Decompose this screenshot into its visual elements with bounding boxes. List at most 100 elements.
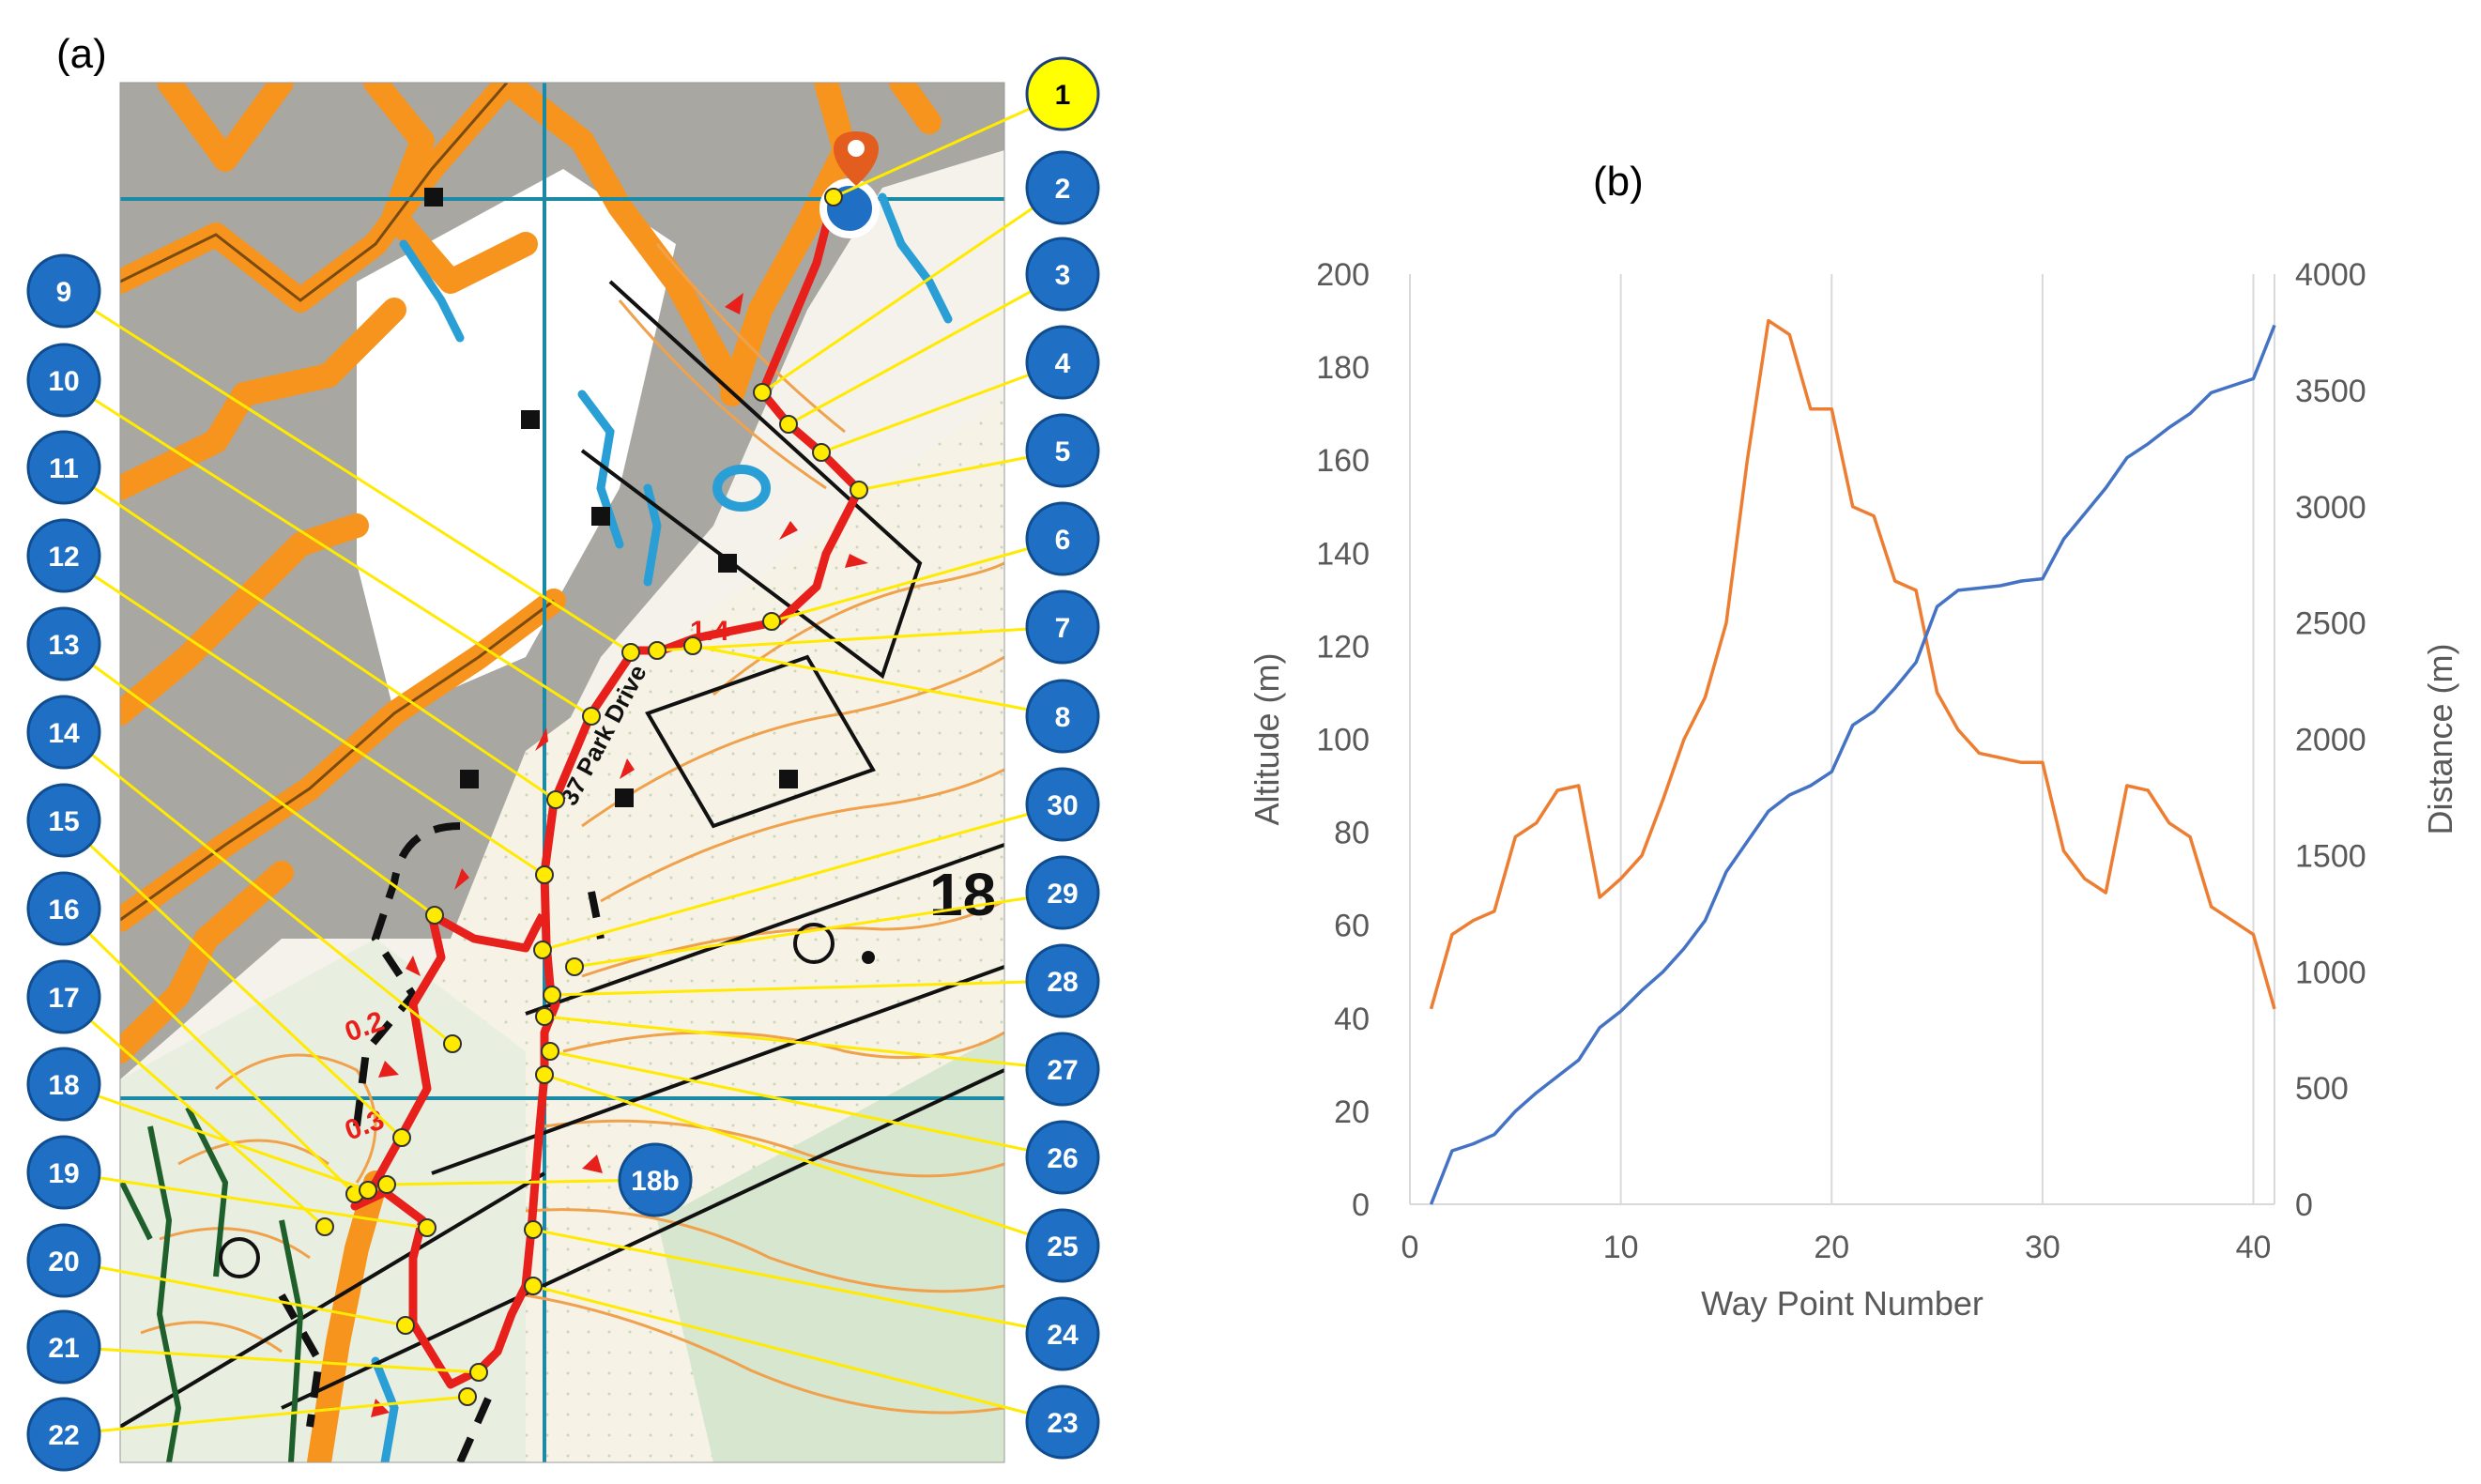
y-tick-label: 160 xyxy=(1316,443,1370,479)
waypoint-8: 8 xyxy=(683,636,1100,754)
waypoint-29: 29 xyxy=(565,855,1100,976)
waypoint-badge xyxy=(26,1135,101,1210)
waypoint-9: 9 xyxy=(26,253,640,662)
waypoint-badge xyxy=(1025,855,1100,930)
y2-tick-label: 500 xyxy=(2295,1071,2349,1107)
waypoint-number: 17 xyxy=(48,983,79,1014)
waypoint-badge xyxy=(1025,679,1100,754)
y-axis-title: Altitude (m) xyxy=(1248,652,1286,825)
waypoint-17: 17 xyxy=(26,959,334,1236)
y-tick-label: 20 xyxy=(1334,1094,1370,1130)
waypoint-number: 6 xyxy=(1055,525,1071,556)
waypoint-number: 18 xyxy=(48,1070,79,1101)
waypoint-number: 5 xyxy=(1055,436,1071,467)
waypoint-number: 1 xyxy=(1055,80,1071,111)
waypoint-marker xyxy=(546,790,565,809)
waypoint-badge xyxy=(1025,589,1100,665)
route-line xyxy=(350,195,864,1389)
waypoint-marker xyxy=(535,1065,554,1084)
orienteering-map: 18 1.4 0.2 0.3 37 Park Drive xyxy=(120,83,1004,1462)
y-tick-label: 120 xyxy=(1316,629,1370,665)
y2-axis-title: Distance (m) xyxy=(2421,643,2459,834)
map-pin-icon xyxy=(834,131,879,186)
waypoint-marker xyxy=(824,188,843,207)
y2-tick-label: 3000 xyxy=(2295,490,2366,526)
x-tick-label: 0 xyxy=(1401,1230,1419,1265)
waypoint-12: 12 xyxy=(26,518,554,884)
waypoint-marker xyxy=(396,1316,415,1335)
waypoint-marker xyxy=(535,865,554,884)
waypoint-16: 16 xyxy=(26,871,364,1203)
waypoint-marker xyxy=(582,707,601,726)
waypoint-marker xyxy=(683,636,702,655)
waypoint-number: 28 xyxy=(1047,967,1078,998)
waypoint-number: 25 xyxy=(1047,1232,1078,1262)
waypoint-badge xyxy=(1025,150,1100,225)
waypoint-number: 14 xyxy=(48,718,80,749)
waypoint-23: 23 xyxy=(524,1277,1100,1460)
waypoint-badge xyxy=(1025,413,1100,488)
waypoint-marker xyxy=(779,415,798,434)
waypoint-20: 20 xyxy=(26,1223,415,1335)
waypoint-number: 4 xyxy=(1055,348,1071,379)
waypoint-number: 16 xyxy=(48,895,79,926)
waypoint-marker xyxy=(533,941,552,959)
waypoint-marker xyxy=(315,1217,334,1236)
waypoint-badge xyxy=(26,430,101,505)
waypoint-4: 4 xyxy=(812,325,1100,462)
waypoint-5: 5 xyxy=(850,413,1100,499)
waypoint-number: 20 xyxy=(48,1247,79,1277)
x-tick-label: 30 xyxy=(2025,1230,2060,1265)
panel-a-label: (a) xyxy=(56,31,107,77)
y2-tick-label: 3500 xyxy=(2295,374,2366,409)
waypoint-marker xyxy=(648,641,666,660)
waypoint-badge xyxy=(618,1142,693,1217)
waypoint-24: 24 xyxy=(524,1220,1100,1371)
waypoint-badge xyxy=(1025,1385,1100,1460)
waypoint-callouts: 9101112131415161718192021221234567830292… xyxy=(26,56,1100,1472)
waypoint-number: 11 xyxy=(49,453,79,484)
waypoint-marker xyxy=(565,957,584,976)
waypoint-badge xyxy=(1025,1032,1100,1107)
waypoint-number: 22 xyxy=(48,1420,79,1451)
waypoint-28: 28 xyxy=(543,943,1100,1018)
map-number: 18 xyxy=(929,861,996,928)
y2-tick-label: 1500 xyxy=(2295,838,2366,874)
waypoint-3: 3 xyxy=(779,237,1100,434)
waypoint-number: 8 xyxy=(1055,702,1071,733)
x-tick-label: 40 xyxy=(2236,1230,2272,1265)
waypoint-number: 12 xyxy=(48,542,79,573)
waypoint-10: 10 xyxy=(26,343,601,726)
y-tick-label: 40 xyxy=(1334,1002,1370,1037)
y-tick-label: 100 xyxy=(1316,723,1370,758)
waypoint-marker xyxy=(812,443,831,462)
waypoint-number: 9 xyxy=(56,277,72,308)
panel-b-label: (b) xyxy=(1593,159,1644,205)
waypoint-1: 1 xyxy=(824,56,1100,207)
waypoint-marker xyxy=(458,1387,477,1406)
waypoint-marker xyxy=(443,1034,462,1053)
y-tick-label: 80 xyxy=(1334,816,1370,851)
waypoint-number: 13 xyxy=(48,630,79,661)
x-tick-label: 20 xyxy=(1814,1230,1849,1265)
waypoint-marker xyxy=(359,1181,377,1200)
waypoint-marker xyxy=(541,1042,559,1061)
waypoint-badge xyxy=(26,1397,101,1472)
waypoint-number: 15 xyxy=(48,806,79,837)
waypoint-badge xyxy=(26,1223,101,1298)
waypoint-marker xyxy=(524,1220,543,1239)
y2-tick-label: 0 xyxy=(2295,1187,2313,1223)
waypoint-badge xyxy=(26,695,101,770)
waypoint-marker xyxy=(753,383,772,402)
waypoint-badge xyxy=(26,783,101,858)
waypoint-number: 26 xyxy=(1047,1143,1078,1174)
waypoint-27: 27 xyxy=(535,1007,1100,1107)
waypoint-number: 10 xyxy=(48,366,79,397)
waypoint-number: 7 xyxy=(1055,613,1071,644)
altitude-distance-chart: 0 10 20 30 400204060801001201401601802000500… xyxy=(1248,257,2459,1323)
waypoint-marker xyxy=(418,1218,436,1237)
waypoint-number: 2 xyxy=(1055,174,1071,205)
waypoint-number: 21 xyxy=(48,1333,79,1364)
waypoint-15: 15 xyxy=(26,783,411,1147)
waypoint-11: 11 xyxy=(26,430,565,809)
